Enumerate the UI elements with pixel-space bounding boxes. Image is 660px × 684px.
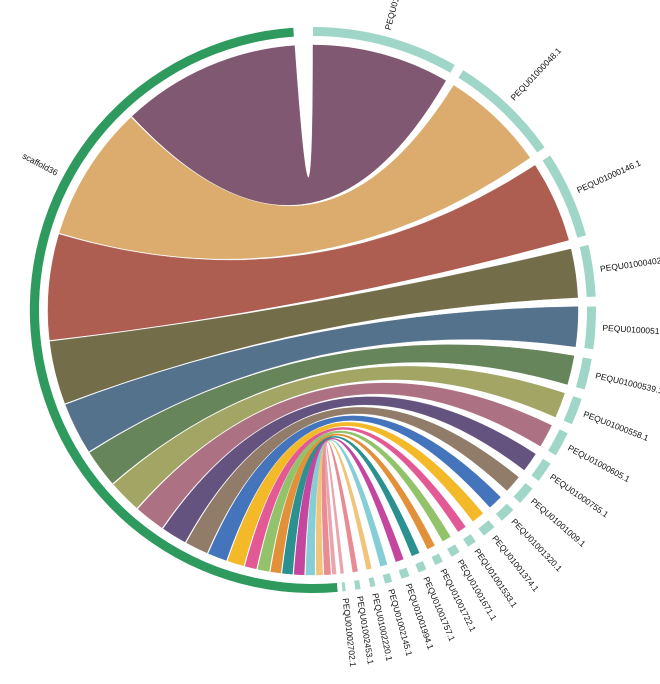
- ribbon-pequ01000755-1: [163, 396, 536, 543]
- segment-arc-pequ01000048-1: [458, 70, 545, 153]
- segment-label-pequ01000146-1: PEQU01000146.1: [575, 158, 642, 196]
- ribbon-pequ01000539-1: [89, 344, 575, 484]
- segment-label-pequ01000558-1: PEQU01000558.1: [582, 409, 650, 443]
- segment-arc-pequ01000402-1: [579, 244, 596, 298]
- ribbon-pequ01000146-1: [47, 165, 569, 341]
- ribbon-layer: [47, 44, 579, 576]
- segment-arc-pequ01000605-1: [548, 429, 568, 456]
- segment-arc-pequ01002702-1: [341, 582, 346, 592]
- segment-arc-pequ01001374-1: [478, 520, 495, 536]
- segment-arc-pequ01002145-1: [382, 573, 393, 584]
- ribbon-pequ01002453-1: [321, 441, 358, 575]
- segment-arc-pequ01001671-1: [447, 544, 460, 557]
- ribbon-pequ01000558-1: [113, 366, 565, 509]
- ribbon-pequ01000035-1: [131, 44, 447, 206]
- segment-arc-pequ01001320-1: [495, 503, 514, 521]
- ribbon-pequ01001009-1: [186, 407, 519, 554]
- segment-label-pequ01000539-1: PEQU01000539.1: [594, 370, 660, 395]
- ribbon-pequ01000605-1: [137, 382, 552, 529]
- ribbon-pequ01002702-1: [324, 442, 344, 575]
- segment-arc-pequ01000755-1: [531, 458, 551, 481]
- segment-arc-pequ01000558-1: [563, 396, 582, 425]
- segment-arc-pequ01002453-1: [354, 580, 361, 590]
- segment-arc-pequ01001533-1: [463, 534, 476, 547]
- segment-label-pequ01000605-1: PEQU01000605.1: [566, 443, 632, 485]
- segment-arc-layer: [29, 27, 597, 594]
- segment-arc-pequ01001009-1: [513, 482, 533, 503]
- segment-label-pequ01000755-1: PEQU01000755.1: [548, 472, 610, 520]
- segment-label-pequ01000048-1: PEQU01000048.1: [508, 45, 563, 102]
- segment-arc-pequ01000519-1: [584, 306, 597, 350]
- segment-arc-pequ01002220-1: [368, 577, 376, 588]
- segment-arc-pequ01001757-1: [415, 561, 427, 573]
- segment-label-pequ01000402-1: PEQU01000402.1: [599, 254, 660, 274]
- segment-arc-pequ01000539-1: [575, 357, 592, 390]
- segment-arc-pequ01000035-1: [313, 27, 455, 73]
- ribbon-pequ01000048-1: [59, 85, 531, 259]
- segment-arc-pequ01001722-1: [431, 553, 443, 566]
- ribbon-pequ01000519-1: [65, 306, 579, 452]
- segment-arc-pequ01001994-1: [398, 567, 410, 579]
- segment-label-pequ01000035-1: PEQU01000035.1: [383, 0, 411, 31]
- ribbon-pequ01000402-1: [49, 248, 578, 404]
- segment-label-scaffold36: scaffold36: [21, 151, 60, 178]
- segment-label-pequ01002702-1: PEQU01002702.1: [341, 598, 359, 668]
- ribbon-pequ01001320-1: [208, 415, 501, 561]
- segment-arc-pequ01000146-1: [542, 155, 586, 238]
- segment-label-pequ01000519-1: PEQU01000519.1: [602, 323, 660, 337]
